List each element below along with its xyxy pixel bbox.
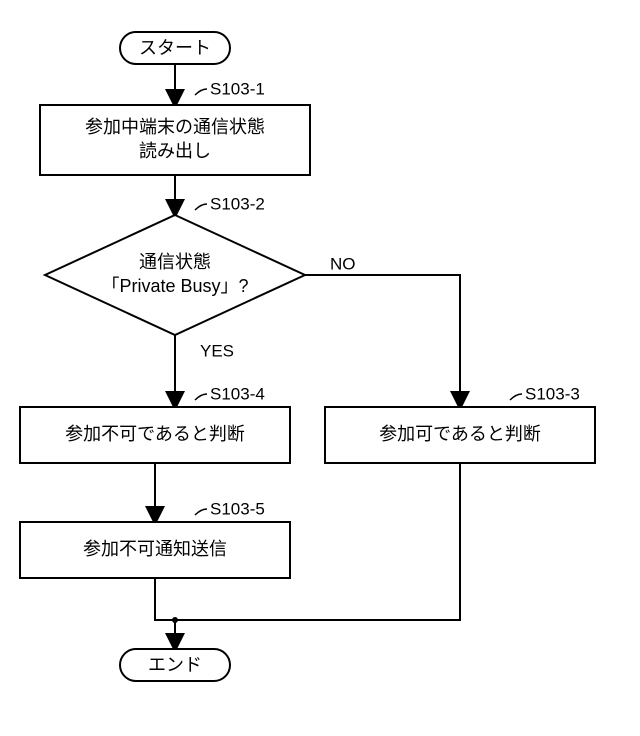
svg-text:YES: YES <box>200 341 234 360</box>
label-tick <box>195 509 207 515</box>
svg-text:通信状態: 通信状態 <box>139 252 211 272</box>
svg-text:読み出し: 読み出し <box>139 141 211 161</box>
label-tick <box>195 89 207 95</box>
svg-text:NO: NO <box>330 254 356 273</box>
svg-text:S103-4: S103-4 <box>210 384 265 403</box>
svg-text:S103-3: S103-3 <box>525 384 580 403</box>
flowchart-canvas: スタート参加中端末の通信状態読み出し S103-1 通信状態「Private Bus… <box>0 0 640 736</box>
label-tick <box>510 394 522 400</box>
svg-text:参加中端末の通信状態: 参加中端末の通信状態 <box>85 117 265 137</box>
svg-text:スタート: スタート <box>139 38 211 58</box>
edge <box>305 275 460 407</box>
svg-text:参加可であると判断: 参加可であると判断 <box>379 424 541 444</box>
svg-text:S103-5: S103-5 <box>210 499 265 518</box>
label-tick <box>195 204 207 210</box>
svg-text:S103-1: S103-1 <box>210 79 265 98</box>
svg-text:参加不可通知送信: 参加不可通知送信 <box>83 539 227 559</box>
svg-text:S103-2: S103-2 <box>210 194 265 213</box>
svg-text:エンド: エンド <box>148 655 202 675</box>
svg-text:「Private Busy」?: 「Private Busy」? <box>101 276 248 296</box>
label-tick <box>195 394 207 400</box>
edge <box>155 578 175 620</box>
merge-dot <box>172 617 178 623</box>
svg-text:参加不可であると判断: 参加不可であると判断 <box>65 424 245 444</box>
